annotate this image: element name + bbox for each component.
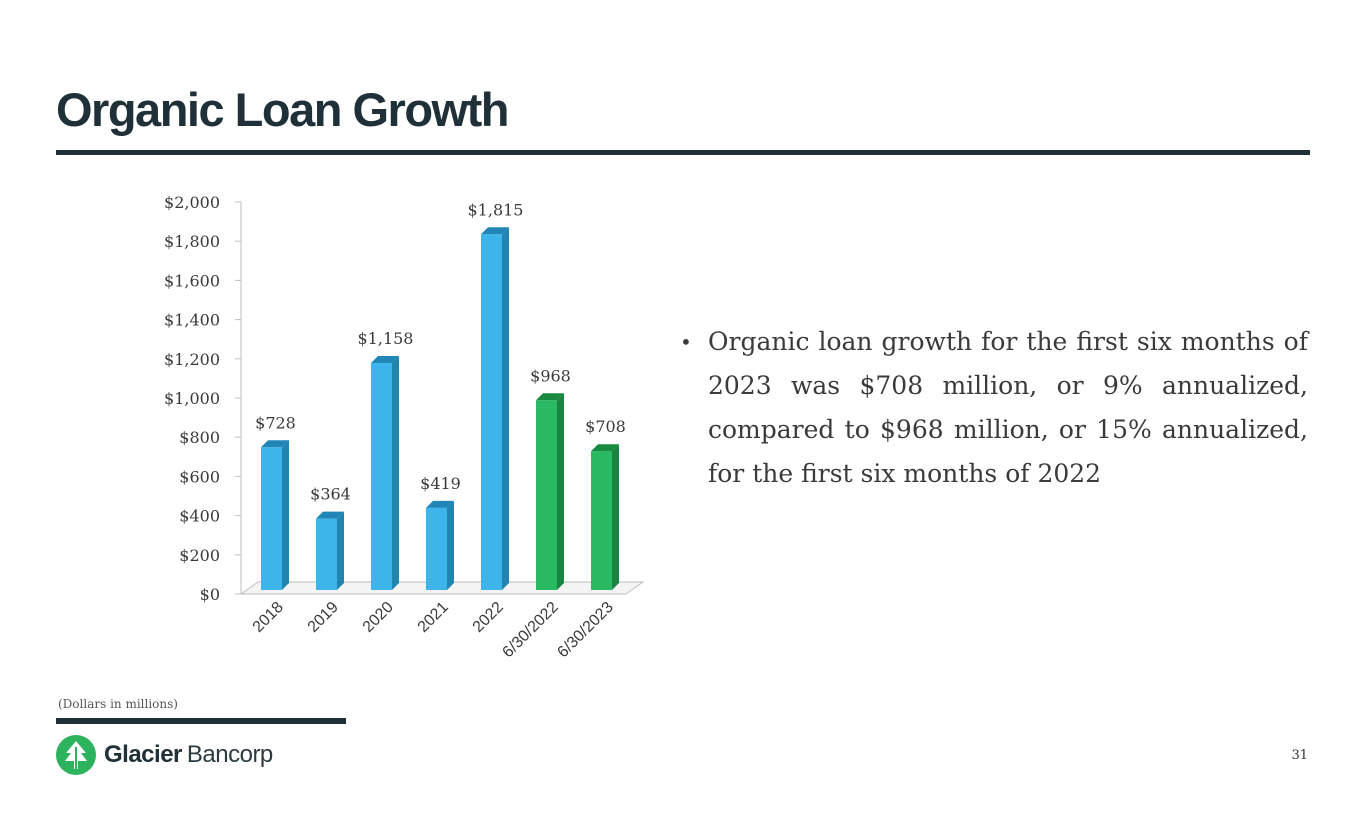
- x-category-label: 6/30/2023: [554, 599, 616, 661]
- bar-front: [481, 234, 502, 590]
- chart-axes: $0 $200 $400 $600 $800 $1,000 $1,200 $1,400 $1,6…: [164, 193, 242, 604]
- y-tick-label: $200: [179, 546, 220, 565]
- x-category-label: 2021: [415, 599, 452, 636]
- bar-top: [591, 444, 619, 452]
- bar-side: [557, 393, 564, 590]
- bar-top: [481, 227, 509, 235]
- bar-side: [447, 500, 454, 590]
- data-label: $708: [585, 417, 626, 436]
- y-tick-label: $600: [179, 467, 220, 486]
- bar-side: [612, 444, 619, 590]
- logo-name-light: Bancorp: [186, 741, 273, 768]
- y-tick-label: $1,600: [164, 271, 220, 290]
- logo-name-bold: Glacier: [104, 741, 182, 768]
- x-category-label: 2020: [360, 599, 397, 636]
- x-category-label: 6/30/2022: [499, 599, 561, 661]
- data-label: $968: [530, 366, 571, 385]
- x-category-label: 2022: [470, 599, 507, 636]
- y-tick-label: $2,000: [164, 193, 220, 212]
- bar-front: [316, 518, 337, 590]
- bar-side: [337, 511, 344, 590]
- y-tick-label: $0: [200, 585, 220, 604]
- bullet-list: • Organic loan growth for the first six …: [680, 320, 1308, 496]
- bar-front: [536, 400, 557, 590]
- data-label: $728: [255, 413, 296, 432]
- bar-6/30/2022: [536, 393, 564, 590]
- y-tick-label: $400: [179, 507, 220, 526]
- title-divider: [56, 150, 1310, 155]
- bar-side: [282, 440, 289, 590]
- page-title: Organic Loan Growth: [56, 83, 509, 136]
- data-label: $1,158: [358, 329, 414, 348]
- bar-2022: [481, 227, 509, 590]
- bar-front: [426, 507, 447, 590]
- bar-top: [261, 440, 289, 448]
- chart-data-labels: $728 $364 $1,158 $419 $1,815 $968 $708: [255, 200, 626, 503]
- bar-top: [316, 511, 344, 519]
- company-logo: Glacier Bancorp: [56, 735, 273, 775]
- bar-2019: [316, 511, 344, 590]
- bar-front: [591, 451, 612, 590]
- bar-6/30/2023: [591, 444, 619, 590]
- x-category-label: 2018: [250, 599, 287, 636]
- x-category-label: 2019: [305, 599, 342, 636]
- bar-top: [536, 393, 564, 401]
- data-label: $419: [420, 474, 461, 493]
- y-tick-label: $800: [179, 428, 220, 447]
- data-label: $364: [310, 485, 351, 504]
- bar-top: [371, 356, 399, 364]
- bar-top: [426, 500, 454, 508]
- bullet-item: • Organic loan growth for the first six …: [680, 320, 1308, 496]
- y-tick-label: $1,200: [164, 350, 220, 369]
- bar-side: [502, 227, 509, 590]
- bar-front: [371, 363, 392, 590]
- chart-bars: [261, 227, 619, 590]
- page-number: 31: [1291, 748, 1308, 763]
- bar-2018: [261, 440, 289, 590]
- bar-2021: [426, 500, 454, 590]
- footer-divider: [56, 718, 346, 724]
- y-tick-label: $1,000: [164, 389, 220, 408]
- bullet-text: Organic loan growth for the first six mo…: [708, 327, 1308, 488]
- logo-wordmark: Glacier Bancorp: [104, 741, 273, 769]
- bar-side: [392, 356, 399, 590]
- bar-front: [261, 447, 282, 590]
- loan-growth-chart: $0 $200 $400 $600 $800 $1,000 $1,200 $1,400 $1,6…: [164, 193, 645, 661]
- units-footnote: (Dollars in millions): [58, 697, 178, 711]
- bullet-dot: •: [680, 330, 692, 354]
- y-tick-label: $1,800: [164, 232, 220, 251]
- data-label: $1,815: [468, 200, 524, 219]
- y-tick-label: $1,400: [164, 311, 220, 330]
- bar-2020: [371, 356, 399, 590]
- glacier-tree-icon: [56, 735, 96, 775]
